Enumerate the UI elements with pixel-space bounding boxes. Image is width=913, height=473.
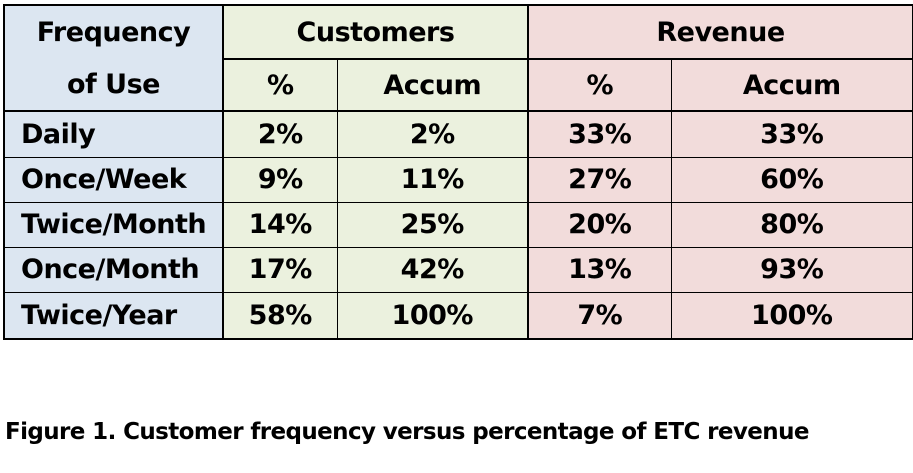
row-label: Daily bbox=[3, 111, 224, 158]
table-row: Once/Month 17% 42% 13% 93% bbox=[3, 247, 913, 293]
table-row: Daily 2% 2% 33% 33% bbox=[3, 111, 913, 158]
revenue-pct-cell: 20% bbox=[528, 202, 671, 248]
table-row: Twice/Month 14% 25% 20% 80% bbox=[3, 202, 913, 248]
table-row: Twice/Year 58% 100% 7% 100% bbox=[3, 292, 913, 340]
customers-pct-cell: 9% bbox=[223, 157, 337, 203]
row-label: Twice/Year bbox=[3, 292, 224, 340]
revenue-accum-cell: 60% bbox=[670, 157, 913, 203]
customers-accum-header: Accum bbox=[336, 58, 529, 112]
customers-pct-cell: 58% bbox=[223, 292, 337, 340]
table-row: Once/Week 9% 11% 27% 60% bbox=[3, 157, 913, 203]
revenue-accum-cell: 33% bbox=[670, 111, 913, 158]
revenue-pct-cell: 27% bbox=[528, 157, 671, 203]
customers-header: Customers bbox=[223, 4, 529, 59]
customers-pct-header: % bbox=[223, 58, 337, 112]
customers-accum-cell: 11% bbox=[336, 157, 529, 203]
row-label: Twice/Month bbox=[3, 202, 224, 248]
figure-caption: Figure 1. Customer frequency versus perc… bbox=[5, 419, 809, 445]
revenue-accum-cell: 93% bbox=[670, 247, 913, 293]
row-label: Once/Month bbox=[3, 247, 224, 293]
frequency-header: Frequency bbox=[3, 4, 224, 59]
customers-pct-cell: 2% bbox=[223, 111, 337, 158]
revenue-accum-cell: 80% bbox=[670, 202, 913, 248]
frequency-revenue-table: Frequency Customers Revenue of Use % Acc… bbox=[3, 4, 913, 340]
revenue-pct-cell: 13% bbox=[528, 247, 671, 293]
revenue-pct-cell: 33% bbox=[528, 111, 671, 158]
customers-accum-cell: 2% bbox=[336, 111, 529, 158]
revenue-pct-header: % bbox=[528, 58, 671, 112]
revenue-header: Revenue bbox=[528, 4, 913, 59]
row-label: Once/Week bbox=[3, 157, 224, 203]
customers-accum-cell: 25% bbox=[336, 202, 529, 248]
frequency-header-line2: of Use bbox=[3, 59, 224, 112]
customers-accum-cell: 42% bbox=[336, 247, 529, 293]
customers-pct-cell: 14% bbox=[223, 202, 337, 248]
revenue-accum-header: Accum bbox=[670, 58, 913, 112]
customers-accum-cell: 100% bbox=[336, 292, 529, 340]
revenue-accum-cell: 100% bbox=[670, 292, 913, 340]
customers-pct-cell: 17% bbox=[223, 247, 337, 293]
revenue-pct-cell: 7% bbox=[528, 292, 671, 340]
